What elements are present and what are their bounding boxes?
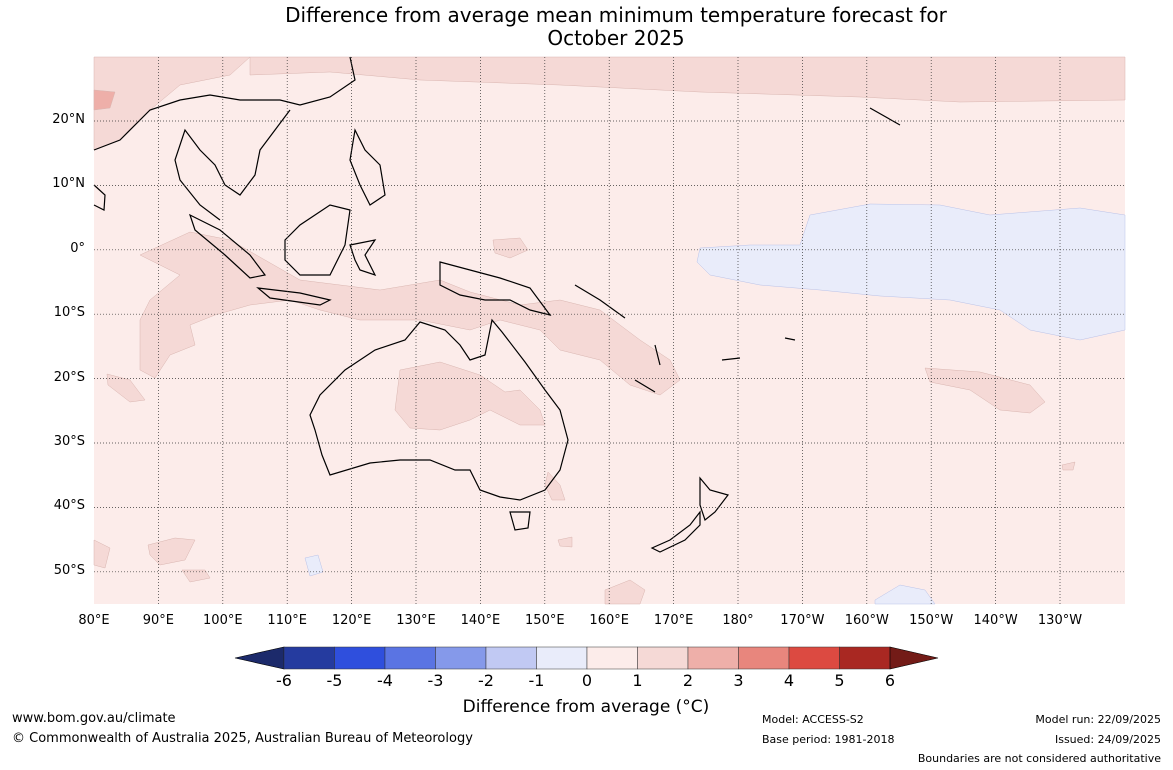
- lon-tick-label: 100°E: [203, 613, 243, 628]
- lon-tick-label: 150°E: [525, 613, 565, 628]
- graticule: [94, 57, 1125, 604]
- lat-tick-label: 20°S: [53, 369, 85, 385]
- lon-tick-label: 150°W: [909, 613, 954, 628]
- disclaimer: Boundaries are not considered authoritat…: [917, 752, 1161, 765]
- lon-tick-label: 140°W: [973, 613, 1018, 628]
- colorbar-tick-label: 3: [733, 671, 744, 690]
- colorbar-tick-label: 6: [884, 671, 896, 690]
- solomons-vanuatu: [574, 107, 901, 393]
- new-zealand-south: [650, 510, 701, 553]
- lat-tick-label: 10°S: [53, 305, 85, 321]
- colorbar-tick-label: -4: [377, 671, 393, 690]
- map-title: Difference from average mean minimum tem…: [285, 3, 947, 50]
- colorbar-tick-label: 5: [834, 671, 845, 690]
- lon-tick-label: 90°E: [142, 613, 175, 628]
- colorbar-segment: [334, 646, 386, 670]
- philippines: [349, 128, 386, 206]
- lon-tick-label: 160°E: [589, 613, 629, 628]
- mainland-asia: [93, 56, 356, 221]
- lon-tick-label: 120°E: [331, 613, 372, 628]
- colorbar-tick-label: -1: [528, 671, 545, 690]
- model-run: Model run: 22/09/2025: [1035, 713, 1161, 726]
- borneo: [284, 204, 351, 276]
- lat-tick-label: 0°: [70, 240, 85, 256]
- lon-tick-label: 170°W: [780, 613, 825, 628]
- india-tip: [93, 184, 106, 211]
- australia: [309, 318, 569, 501]
- colorbar-tick-label: 0: [581, 671, 593, 690]
- lat-tick-label: 10°N: [52, 176, 85, 192]
- colorbar-tick-label: 4: [783, 671, 795, 690]
- colorbar-over-arrow: [889, 646, 939, 670]
- colorbar-segment: [384, 646, 436, 670]
- colorbar-segment: [687, 646, 739, 670]
- colorbar-tick-label: 2: [682, 671, 694, 690]
- lon-tick-label: 130°E: [396, 613, 436, 628]
- lat-tick-label: 40°S: [53, 498, 85, 514]
- issued-date: Issued: 24/09/2025: [1054, 733, 1161, 746]
- lon-tick-label: 80°E: [78, 613, 110, 628]
- colorbar-tick-label: -6: [276, 671, 292, 690]
- lon-tick-label: 170°E: [653, 613, 694, 628]
- colorbar-segment: [283, 646, 335, 670]
- colorbar-segment: [839, 646, 891, 670]
- java: [256, 287, 332, 306]
- lon-tick-label: 140°E: [460, 613, 501, 628]
- colorbar-segment: [788, 646, 840, 670]
- colorbar-segment: [637, 646, 689, 670]
- lat-tick-label: 30°S: [53, 434, 85, 449]
- colorbar-tick-label: -3: [427, 671, 444, 690]
- coastlines: [93, 56, 901, 553]
- colorbar-label: Difference from average (°C): [462, 697, 710, 717]
- source-url[interactable]: www.bom.gov.au/climate: [12, 711, 176, 726]
- colorbar-under-arrow: [234, 646, 285, 670]
- colorbar-tick-label: -2: [478, 671, 494, 690]
- colorbar-segment: [435, 646, 487, 670]
- colorbar: [234, 646, 939, 670]
- colorbar-segment: [485, 646, 537, 670]
- sumatra: [188, 213, 267, 279]
- colorbar-segment: [738, 646, 790, 670]
- lon-tick-label: 160°W: [844, 613, 889, 628]
- new-zealand-north: [699, 476, 730, 522]
- sulawesi: [349, 239, 377, 277]
- lon-tick-label: 110°E: [267, 613, 307, 628]
- colorbar-tick-label: -5: [326, 671, 343, 690]
- model: Model: ACCESS-S2: [762, 713, 864, 726]
- copyright: © Commonwealth of Australia 2025, Austra…: [12, 731, 473, 746]
- lat-tick-label: 50°S: [53, 562, 85, 578]
- base-period: Base period: 1981-2018: [762, 733, 895, 746]
- tasmania: [509, 511, 531, 531]
- lat-tick-label: 20°N: [52, 112, 85, 127]
- new-guinea: [439, 261, 552, 316]
- lon-tick-label: 130°W: [1037, 613, 1083, 628]
- colorbar-segment: [586, 646, 638, 670]
- colorbar-segment: [536, 646, 588, 670]
- lon-tick-label: 180°: [722, 613, 754, 628]
- colorbar-tick-label: 1: [632, 671, 643, 690]
- anomaly-regions: [93, 56, 1126, 605]
